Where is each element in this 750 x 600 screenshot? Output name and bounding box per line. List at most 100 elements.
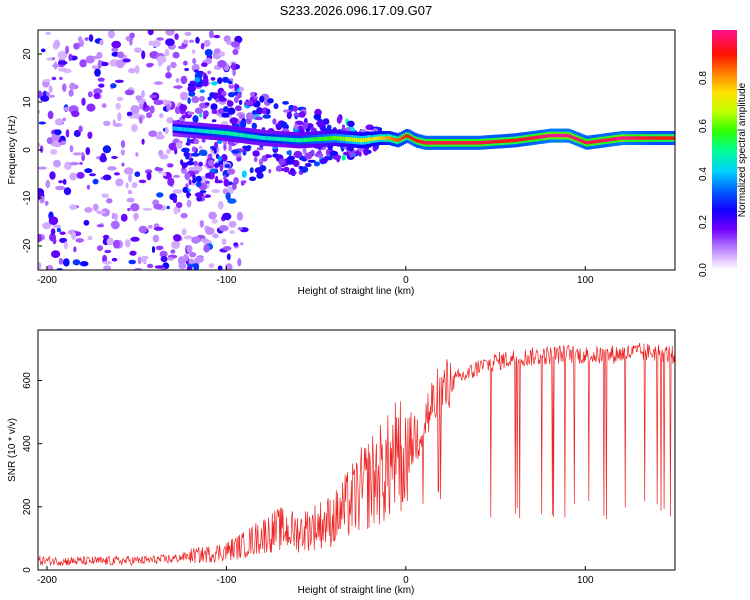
spectrogram-ridge-cell	[370, 137, 374, 141]
spectrogram-ridge-cell	[385, 136, 389, 140]
spectrogram-ridge-cell	[663, 136, 667, 140]
spectrogram-noise-blob	[65, 129, 70, 138]
spectrogram-noise-blob	[189, 80, 197, 85]
spectrogram-ridge-cell	[312, 137, 316, 142]
spectrogram-noise-blob	[181, 147, 190, 153]
spectrogram-noise-blob	[120, 213, 128, 222]
spectrogram-noise-blob	[218, 95, 224, 100]
spectrogram-ridge-cell	[379, 136, 383, 140]
colorbar-gradient	[712, 30, 737, 270]
spectrogram-ridge-cell	[504, 139, 508, 143]
spectrogram-ridge-cell	[183, 127, 187, 132]
spectrogram-noise-blob	[59, 231, 66, 235]
snr-x-tick-label: 100	[577, 575, 594, 586]
spectrogram-noise-blob	[159, 113, 164, 119]
spectrogram-noise-blob	[102, 234, 110, 240]
spectrogram-noise-blob	[165, 30, 175, 36]
spectrogram-ridge-cell	[536, 135, 540, 140]
spectrogram-noise-blob	[222, 76, 230, 83]
spectrogram-noise-blob	[172, 189, 183, 194]
spectrogram-ridge-cell	[508, 139, 512, 143]
spectrogram-noise-blob	[128, 68, 136, 74]
spectrogram-noise-blob	[153, 99, 164, 106]
spectrogram-ridge-cell	[189, 127, 193, 132]
spectrogram-noise-blob	[172, 174, 181, 178]
snr-y-axis-label: SNR (10 * v/v)	[7, 418, 18, 482]
spectrogram-noise-blob	[226, 253, 231, 261]
spectrogram-ridge-cell	[422, 140, 426, 145]
spectrogram-noise-blob	[47, 94, 56, 98]
spectrogram-ridge-cell	[644, 136, 648, 140]
spectrogram-noise-blob	[87, 235, 93, 241]
spectrogram-noise-blob	[198, 145, 203, 150]
spectrogram-noise-blob	[211, 81, 218, 86]
spectrogram-ridge-cell	[517, 138, 521, 142]
spectrogram-ridge-cell	[534, 135, 538, 140]
spectrogram-noise-blob	[211, 189, 220, 194]
spectrogram-noise-blob	[210, 77, 216, 81]
spectrogram-noise-blob	[205, 57, 212, 65]
spectrogram-noise-blob	[130, 236, 140, 242]
spectrogram-noise-blob	[167, 163, 174, 168]
spectrogram-noise-blob	[223, 106, 229, 113]
spectrogram-noise-blob	[39, 195, 45, 204]
spectrogram-noise-blob	[240, 180, 247, 184]
spectrogram-noise-blob	[124, 89, 135, 96]
spectrogram-noise-blob	[68, 89, 74, 97]
spectrogram-x-tick-label: -100	[216, 275, 236, 286]
spectrogram-noise-blob	[81, 97, 86, 106]
spectrogram-ridge-cell	[551, 133, 555, 138]
spectrogram-ridge-cell	[456, 141, 460, 145]
spectrogram-ridge-cell	[499, 139, 504, 144]
spectrogram-ridge-cell	[420, 140, 424, 144]
spectrogram-noise-blob	[221, 154, 228, 162]
spectrogram-ridge-cell	[275, 136, 280, 141]
spectrogram-ridge-cell	[441, 141, 445, 145]
spectrogram-noise-blob	[249, 167, 254, 174]
spectrogram-noise-blob	[246, 112, 255, 121]
spectrogram-ridge-cell	[196, 128, 200, 133]
spectrogram-ridge-cell	[586, 141, 590, 145]
spectrogram-noise-blob	[45, 31, 51, 35]
spectrogram-noise-blob	[103, 120, 111, 127]
spectrogram-noise-blob	[149, 94, 158, 99]
spectrogram-noise-blob	[65, 45, 69, 55]
spectrogram-noise-blob	[154, 167, 164, 171]
spectrogram-noise-blob	[160, 256, 168, 263]
spectrogram-ridge-cell	[284, 137, 288, 142]
spectrogram-ridge-cell	[484, 140, 488, 145]
colorbar-tick-label: 0.0	[698, 263, 709, 277]
spectrogram-noise-blob	[191, 152, 200, 157]
spectrogram-noise-blob	[184, 172, 191, 181]
spectrogram-ridge-cell	[426, 141, 430, 145]
spectrogram-noise-blob	[86, 103, 96, 112]
spectrogram-noise-blob	[58, 67, 68, 72]
spectrogram-noise-blob	[228, 144, 232, 152]
spectrogram-noise-blob	[89, 173, 96, 177]
spectrogram-ridge-cell	[200, 128, 204, 133]
spectrogram-noise-blob	[212, 233, 219, 239]
spectrogram-noise-blob	[102, 145, 112, 154]
spectrogram-ridge-cell	[433, 141, 437, 145]
spectrogram-x-tick-label: 0	[403, 275, 409, 286]
spectrogram-ridge-cell	[622, 136, 626, 140]
spectrogram-ridge-cell	[560, 133, 564, 138]
spectrogram-noise-blob	[188, 91, 196, 97]
snr-panel: -200 -100 0 100 0 200 400 600 Height of straig…	[7, 329, 676, 596]
spectrogram-noise-blob	[144, 169, 153, 174]
spectrogram-ridge-cell	[288, 137, 293, 142]
spectrogram-noise-blob	[54, 129, 62, 136]
spectrogram-noise-blob	[81, 152, 85, 157]
spectrogram-noise-blob	[199, 220, 204, 228]
snr-x-axis-label: Height of straight line (km)	[298, 585, 415, 596]
spectrogram-noise-blob	[123, 167, 134, 175]
colorbar-tick-label: 0.2	[698, 215, 709, 229]
spectrogram-noise-blob	[292, 105, 298, 112]
spectrogram-noise-blob	[170, 249, 176, 254]
spectrogram-noise-blob	[304, 162, 312, 168]
spectrogram-ridge-cell	[273, 136, 277, 141]
spectrogram-noise-blob	[69, 82, 76, 90]
spectrogram-noise-blob	[101, 103, 107, 109]
spectrogram-noise-blob	[179, 91, 188, 101]
spectrogram-noise-blob	[142, 207, 153, 211]
